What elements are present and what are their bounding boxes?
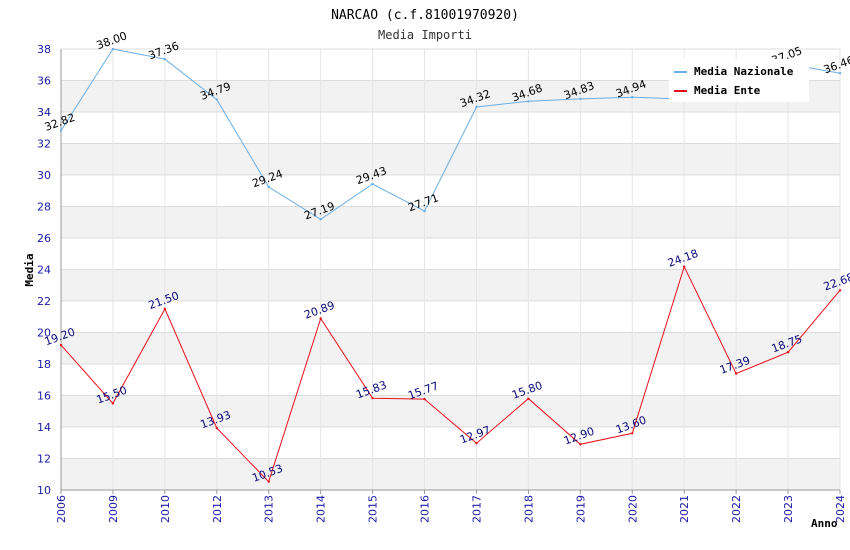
plot-band bbox=[61, 332, 840, 364]
plot-background bbox=[61, 49, 840, 490]
x-tick-label: 2013 bbox=[263, 495, 276, 523]
data-point bbox=[475, 442, 478, 445]
y-tick-label: 26 bbox=[37, 232, 51, 245]
axes bbox=[60, 49, 840, 491]
x-axis-ticks: 2006 2009 2010 2012 2013 2014 2015 2016 2017 2018… bbox=[55, 490, 847, 523]
y-tick-label: 22 bbox=[37, 295, 51, 308]
y-tick-label: 38 bbox=[37, 43, 51, 56]
chart-subtitle: Media Importi bbox=[378, 28, 472, 42]
data-point bbox=[111, 402, 115, 405]
x-tick-label: 2022 bbox=[730, 495, 743, 523]
x-tick-label: 2009 bbox=[107, 495, 120, 523]
data-point bbox=[111, 47, 115, 51]
plot-band bbox=[61, 395, 840, 427]
data-point bbox=[631, 432, 634, 435]
data-point bbox=[59, 343, 63, 347]
y-tick-label: 24 bbox=[37, 264, 51, 277]
x-axis-label: Anno bbox=[811, 517, 838, 530]
x-tick-label: 2016 bbox=[419, 495, 432, 523]
data-point bbox=[527, 397, 530, 400]
data-point bbox=[215, 98, 218, 101]
x-tick-label: 2024 bbox=[834, 495, 847, 523]
y-tick-label: 16 bbox=[37, 390, 51, 403]
y-tick-label: 18 bbox=[37, 358, 51, 371]
data-point bbox=[319, 317, 322, 320]
data-point bbox=[838, 72, 842, 75]
plot-band bbox=[61, 112, 840, 144]
legend-box bbox=[669, 59, 809, 102]
data-point bbox=[734, 372, 738, 375]
y-tick-label: 10 bbox=[37, 484, 51, 497]
data-point bbox=[163, 307, 167, 311]
data-point bbox=[371, 182, 374, 186]
plot-band bbox=[61, 458, 840, 490]
y-axis-ticks: 10 12 14 16 18 20 22 24 26 28 30 32 34 36 38 bbox=[37, 43, 51, 497]
x-tick-label: 2012 bbox=[211, 495, 224, 523]
plot-band bbox=[61, 238, 840, 270]
series-line-media-ente bbox=[60, 265, 841, 483]
data-point bbox=[267, 185, 270, 189]
data-point bbox=[423, 209, 426, 213]
data-point bbox=[631, 95, 634, 99]
data-point bbox=[267, 480, 270, 483]
y-tick-label: 32 bbox=[37, 138, 51, 151]
x-tick-label: 2020 bbox=[626, 495, 639, 523]
x-tick-label: 2010 bbox=[159, 495, 172, 523]
x-tick-label: 2018 bbox=[522, 495, 535, 523]
y-tick-label: 30 bbox=[37, 169, 51, 182]
plot-band bbox=[61, 301, 840, 333]
data-point bbox=[59, 129, 63, 132]
x-tick-label: 2017 bbox=[470, 495, 483, 523]
x-tick-label: 2014 bbox=[315, 495, 328, 523]
legend-label: Media Ente bbox=[694, 84, 761, 97]
legend: Media Nazionale Media Ente bbox=[669, 59, 809, 102]
plot-band bbox=[61, 206, 840, 238]
y-tick-label: 36 bbox=[37, 75, 51, 88]
x-tick-label: 2015 bbox=[367, 495, 380, 523]
plot-band bbox=[61, 269, 840, 301]
y-tick-label: 34 bbox=[37, 106, 51, 119]
chart-title: NARCAO (c.f.81001970920) bbox=[331, 8, 519, 23]
plot-band bbox=[61, 427, 840, 459]
y-tick-label: 28 bbox=[37, 201, 51, 214]
x-tick-label: 2019 bbox=[574, 495, 587, 523]
data-point bbox=[423, 397, 426, 401]
plot-band bbox=[61, 175, 840, 207]
y-tick-label: 12 bbox=[37, 453, 51, 466]
gridlines bbox=[60, 48, 841, 491]
y-tick-label: 20 bbox=[37, 327, 51, 340]
data-point bbox=[683, 265, 686, 268]
data-point bbox=[163, 57, 167, 61]
data-point bbox=[579, 97, 582, 101]
y-tick-label: 14 bbox=[37, 421, 51, 434]
data-point bbox=[215, 426, 218, 430]
data-point bbox=[371, 396, 374, 400]
data-point bbox=[527, 100, 530, 103]
data-point bbox=[838, 289, 842, 292]
y-axis-label: Media bbox=[23, 253, 36, 286]
x-tick-label: 2023 bbox=[782, 495, 795, 523]
data-point bbox=[579, 443, 582, 446]
legend-label: Media Nazionale bbox=[694, 65, 794, 78]
x-tick-label: 2006 bbox=[55, 495, 68, 523]
data-point bbox=[786, 350, 790, 354]
data-point bbox=[319, 218, 322, 221]
x-tick-label: 2021 bbox=[678, 495, 691, 523]
data-point bbox=[475, 105, 478, 109]
